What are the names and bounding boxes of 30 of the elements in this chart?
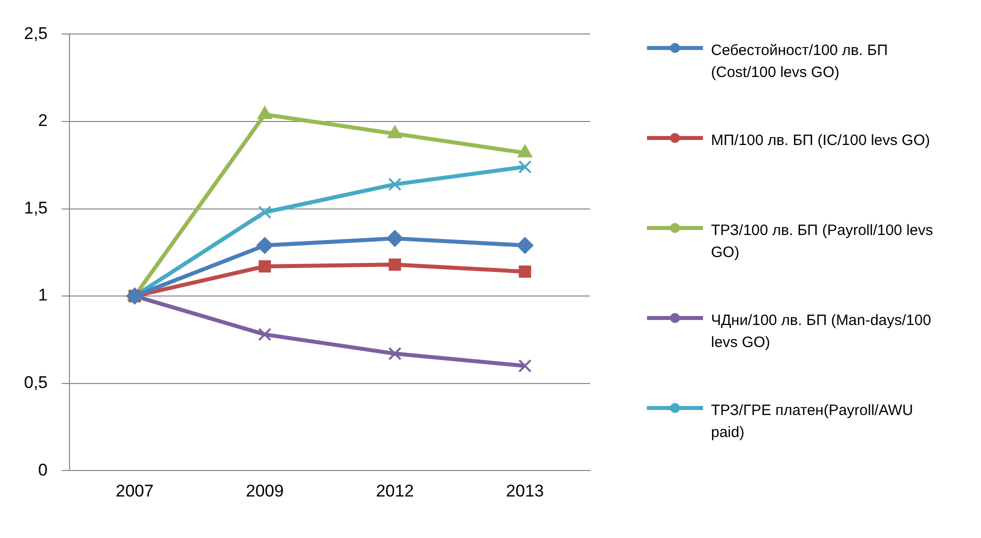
point [256, 236, 274, 254]
legend-label: ТРЗ/ГРЕ платен(Payroll/AWU paid) [711, 401, 914, 443]
legend-label: ЧДни/100 лв. БП (Man-days/100 levs GO) [711, 311, 932, 353]
x-tick-label: 2009 [246, 481, 284, 500]
y-tick-label: 1 [38, 286, 48, 305]
point [518, 359, 532, 373]
point [518, 144, 532, 158]
legend-label: МП/100 лв. БП (IC/100 levs GO) [711, 131, 932, 151]
x-tick-label: 2012 [376, 481, 414, 500]
y-tick-label: 2 [38, 111, 48, 130]
legend-label: Себестойност/100 лв. БП (Cost/100 levs GO) [711, 41, 889, 83]
point [257, 106, 272, 119]
y-tick-label: 0 [38, 460, 48, 480]
point [388, 346, 402, 360]
point [518, 160, 532, 174]
point [516, 236, 534, 254]
point [388, 258, 402, 271]
y-tick-label: 1,5 [24, 198, 48, 218]
point [258, 206, 272, 219]
point [386, 230, 404, 247]
point [387, 125, 402, 138]
point [258, 260, 271, 273]
x-tick-label: 2013 [506, 481, 544, 500]
x-tick-label: 2007 [116, 481, 154, 500]
y-tick-label: 0,5 [24, 373, 48, 392]
y-tick-label: 2,5 [24, 24, 48, 43]
point [258, 328, 272, 342]
legend-label: ТРЗ/100 лв. БП (Payroll/100 levs GO) [711, 221, 934, 263]
point [518, 265, 532, 278]
point [388, 178, 402, 191]
